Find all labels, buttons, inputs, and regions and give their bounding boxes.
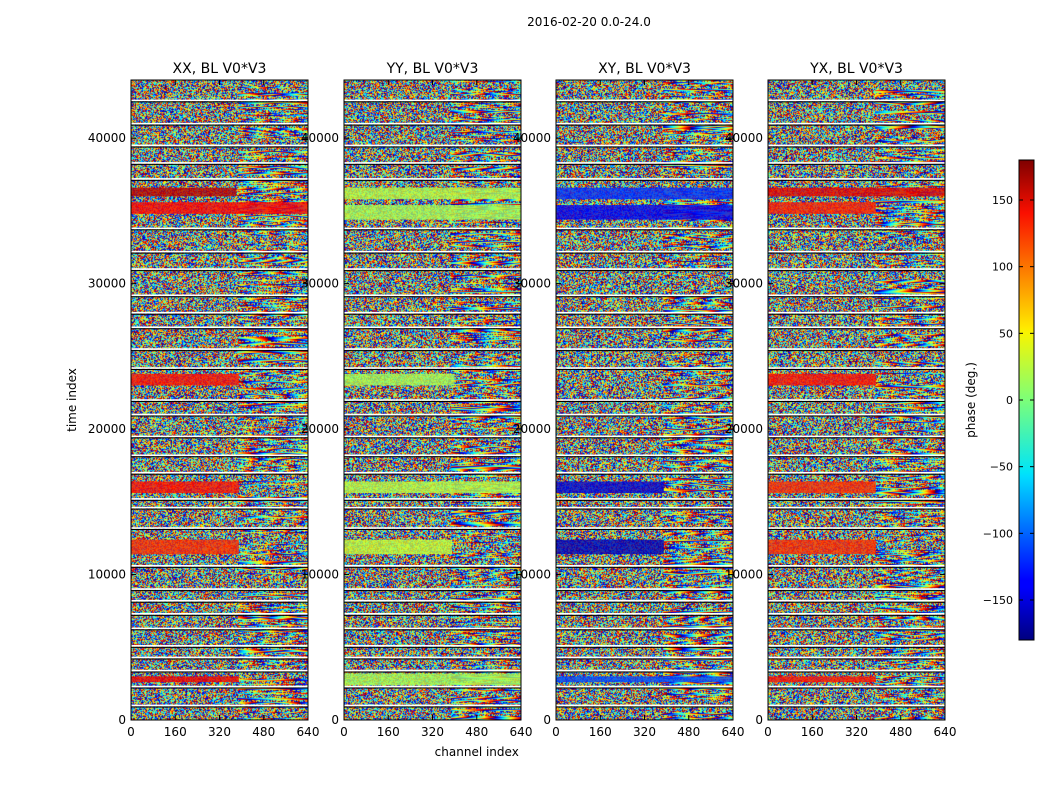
phase-band-5 — [768, 676, 876, 683]
phase-band-3 — [131, 481, 239, 494]
x-tick-label: 320 — [845, 725, 868, 739]
x-axis-label: channel index — [435, 745, 519, 759]
colorbar-tick-label: −50 — [990, 461, 1013, 474]
x-tick-label: 0 — [340, 725, 348, 739]
phase-band-4 — [344, 539, 452, 555]
colorbar-tick-label: −150 — [983, 594, 1013, 607]
x-tick-label: 320 — [208, 725, 231, 739]
phase-band-1 — [768, 202, 876, 214]
phase-band-4 — [131, 539, 239, 555]
y-tick-label: 10000 — [725, 568, 763, 582]
x-tick-label: 480 — [252, 725, 275, 739]
panel-title: YY, BL V0*V3 — [386, 61, 479, 77]
phase-band-3 — [768, 481, 876, 494]
x-tick-label: 320 — [421, 725, 444, 739]
phase-band-1 — [344, 205, 521, 220]
colorbar-ticks: 150 100 50 0 −50 −100 −150 — [983, 194, 1034, 607]
phase-band-2 — [556, 481, 664, 494]
phase-band-0 — [768, 187, 945, 197]
phase-band-1 — [131, 202, 308, 214]
x-tick-label: 160 — [164, 725, 187, 739]
y-tick-label: 10000 — [513, 568, 551, 582]
colorbar-tick-label: 100 — [992, 261, 1013, 274]
x-tick-label: 640 — [510, 725, 533, 739]
y-tick-label: 0 — [331, 713, 339, 727]
x-tick-label: 160 — [377, 725, 400, 739]
phase-band-0 — [344, 187, 521, 200]
phase-band-2 — [344, 373, 455, 386]
x-tick-label: 640 — [934, 725, 957, 739]
phase-band-3 — [556, 539, 664, 555]
y-tick-label: 40000 — [88, 131, 126, 145]
panels-group: XX, BL V0*V3 0 160 320 480 640 0 10000 20000 3000… — [65, 61, 956, 759]
phase-band-2 — [768, 373, 876, 386]
panel-title: XY, BL V0*V3 — [598, 61, 691, 77]
colorbar-tick-label: 150 — [992, 194, 1013, 207]
x-tick-label: 480 — [465, 725, 488, 739]
phase-band-5 — [344, 673, 521, 686]
panel-2: XY, BL V0*V3 0 160 320 480 640 0 10000 20000 3000… — [513, 61, 745, 739]
x-tick-label: 160 — [801, 725, 824, 739]
y-tick-label: 40000 — [301, 131, 339, 145]
phase-band-4 — [556, 676, 733, 683]
figure-suptitle: 2016-02-20 0.0-24.0 — [527, 15, 651, 29]
colorbar: 150 100 50 0 −50 −100 −150 phase (deg.) — [964, 159, 1035, 641]
y-tick-label: 0 — [543, 713, 551, 727]
y-tick-label: 40000 — [513, 131, 551, 145]
y-tick-label: 40000 — [725, 131, 763, 145]
y-tick-label: 30000 — [88, 277, 126, 291]
y-tick-label: 0 — [118, 713, 126, 727]
x-tick-label: 0 — [764, 725, 772, 739]
phase-band-4 — [768, 539, 876, 555]
x-tick-label: 640 — [297, 725, 320, 739]
colorbar-tick-label: −100 — [983, 527, 1013, 540]
x-tick-label: 480 — [889, 725, 912, 739]
x-tick-label: 320 — [633, 725, 656, 739]
x-tick-label: 480 — [677, 725, 700, 739]
panel-0: XX, BL V0*V3 0 160 320 480 640 0 10000 20000 3000… — [65, 61, 319, 739]
phase-band-5 — [131, 676, 239, 683]
y-tick-label: 30000 — [725, 277, 763, 291]
panel-title: YX, BL V0*V3 — [809, 61, 903, 77]
colorbar-tick-label: 0 — [1006, 394, 1013, 407]
y-tick-label: 20000 — [88, 422, 126, 436]
colorbar-tick-label: 50 — [999, 327, 1013, 340]
y-axis-label: time index — [65, 368, 79, 432]
panel-3: YX, BL V0*V3 0 160 320 480 640 0 10000 20000 3000… — [725, 61, 957, 739]
x-tick-label: 160 — [589, 725, 612, 739]
y-tick-label: 10000 — [301, 568, 339, 582]
x-tick-label: 0 — [127, 725, 135, 739]
y-tick-label: 20000 — [725, 422, 763, 436]
y-tick-label: 0 — [755, 713, 763, 727]
y-tick-label: 30000 — [513, 277, 551, 291]
phase-band-1 — [556, 205, 733, 220]
phase-band-3 — [344, 481, 521, 494]
y-tick-label: 30000 — [301, 277, 339, 291]
x-tick-label: 640 — [722, 725, 745, 739]
y-tick-label: 10000 — [88, 568, 126, 582]
phase-band-0 — [556, 187, 733, 200]
y-tick-label: 20000 — [301, 422, 339, 436]
y-tick-label: 20000 — [513, 422, 551, 436]
panel-1: YY, BL V0*V3 0 160 320 480 640 0 10000 20000 3000… — [301, 61, 533, 759]
phase-band-2 — [131, 373, 239, 386]
colorbar-label: phase (deg.) — [964, 362, 978, 438]
panel-title: XX, BL V0*V3 — [173, 61, 267, 77]
x-tick-label: 0 — [552, 725, 560, 739]
phase-band-0 — [131, 187, 237, 197]
